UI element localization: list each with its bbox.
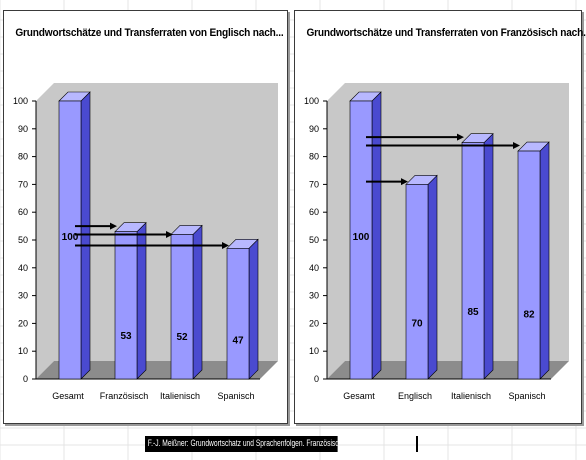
y-tick-label: 20 bbox=[309, 318, 319, 328]
x-tick-label: Italienisch bbox=[160, 391, 200, 401]
bar-side-face bbox=[483, 132, 494, 380]
bar-front-face bbox=[405, 184, 429, 380]
y-tick-label: 40 bbox=[309, 263, 319, 273]
chart-floor bbox=[327, 361, 569, 379]
y-tick-label: 50 bbox=[18, 235, 28, 245]
bar-spanisch bbox=[226, 238, 259, 380]
chart-back-wall bbox=[36, 83, 278, 379]
bar-front-face bbox=[226, 248, 250, 380]
data-label: 53 bbox=[120, 331, 132, 342]
chart-title: Grundwortschätze und Transferraten von F… bbox=[306, 27, 586, 39]
y-tick-label: 20 bbox=[18, 318, 28, 328]
y-tick-label: 100 bbox=[13, 96, 28, 106]
bar-side-face bbox=[539, 141, 550, 380]
chart-back-wall bbox=[327, 83, 569, 379]
arrow-head bbox=[166, 230, 173, 238]
y-tick-label: 10 bbox=[18, 346, 28, 356]
x-tick-label: Gesamt bbox=[52, 391, 84, 401]
bar-front-face bbox=[349, 100, 373, 380]
y-tick-label: 50 bbox=[309, 235, 319, 245]
chart-title: Grundwortschätze und Transferraten von E… bbox=[15, 27, 284, 39]
data-label: 52 bbox=[176, 332, 188, 343]
y-tick-label: 0 bbox=[23, 374, 28, 384]
data-label: 85 bbox=[467, 307, 479, 318]
y-tick-label: 10 bbox=[309, 346, 319, 356]
bar-front-face bbox=[461, 142, 485, 380]
bar-side-face bbox=[80, 91, 91, 380]
y-tick-label: 90 bbox=[309, 124, 319, 134]
y-tick-label: 80 bbox=[18, 152, 28, 162]
y-tick-label: 100 bbox=[304, 96, 319, 106]
bar-englisch bbox=[405, 174, 438, 380]
arrow-head bbox=[222, 242, 229, 250]
arrow-head bbox=[513, 141, 520, 149]
citation-caption: F.-J. Meißner: Grundwortschatz und Sprac… bbox=[145, 436, 338, 452]
data-label: 100 bbox=[353, 232, 370, 243]
bar-front-face bbox=[114, 231, 138, 380]
data-label: 47 bbox=[232, 336, 244, 347]
y-tick-label: 60 bbox=[18, 207, 28, 217]
y-tick-label: 30 bbox=[18, 291, 28, 301]
bar-front-face bbox=[58, 100, 82, 380]
y-tick-label: 60 bbox=[309, 207, 319, 217]
text-cursor bbox=[416, 436, 418, 452]
data-label: 82 bbox=[523, 309, 535, 320]
x-tick-label: Französisch bbox=[100, 391, 149, 401]
arrow-head bbox=[110, 222, 117, 230]
y-tick-label: 70 bbox=[18, 179, 28, 189]
y-tick-label: 30 bbox=[309, 291, 319, 301]
bar-front-face bbox=[517, 150, 541, 380]
bar-gesamt bbox=[58, 91, 91, 380]
bar-side-face bbox=[192, 224, 203, 380]
bar-gesamt bbox=[349, 91, 382, 380]
bar-side-face bbox=[371, 91, 382, 380]
bar-italienisch bbox=[170, 224, 203, 380]
bar-italienisch bbox=[461, 132, 494, 380]
x-tick-label: Spanisch bbox=[217, 391, 254, 401]
transfer-arrow bbox=[366, 141, 520, 149]
transfer-arrow bbox=[366, 133, 464, 141]
data-label: 70 bbox=[411, 318, 423, 329]
x-tick-label: Gesamt bbox=[343, 391, 375, 401]
y-tick-label: 90 bbox=[18, 124, 28, 134]
transfer-arrow bbox=[75, 242, 229, 250]
arrow-head bbox=[457, 133, 464, 141]
transfer-arrow bbox=[75, 230, 173, 238]
data-label: 100 bbox=[62, 232, 79, 243]
arrow-head bbox=[401, 178, 408, 186]
bar-side-face bbox=[248, 238, 259, 380]
x-tick-label: Spanisch bbox=[508, 391, 545, 401]
chart-french: 0 10 20 30 40 50 60 70 80 90 100 100 Gesamt 70 Englisc… bbox=[304, 83, 569, 401]
bar-spanisch bbox=[517, 141, 550, 380]
transfer-arrow bbox=[75, 222, 117, 230]
transfer-arrow bbox=[366, 178, 408, 186]
bar-französisch bbox=[114, 221, 147, 380]
y-tick-label: 40 bbox=[18, 263, 28, 273]
bar-side-face bbox=[427, 174, 438, 380]
y-tick-label: 0 bbox=[314, 374, 319, 384]
chart-english: 0 10 20 30 40 50 60 70 80 90 100 100 Gesamt 53 Französ… bbox=[13, 83, 278, 401]
y-tick-label: 80 bbox=[309, 152, 319, 162]
x-tick-label: Italienisch bbox=[451, 391, 491, 401]
chart-panel-english[interactable]: Grundwortschätze und Transferraten von E… bbox=[3, 10, 288, 424]
y-tick-label: 70 bbox=[309, 179, 319, 189]
bar-front-face bbox=[170, 234, 194, 380]
x-tick-label: Englisch bbox=[398, 391, 432, 401]
chart-panel-french[interactable]: Grundwortschätze und Transferraten von F… bbox=[294, 10, 586, 424]
chart-floor bbox=[36, 361, 278, 379]
